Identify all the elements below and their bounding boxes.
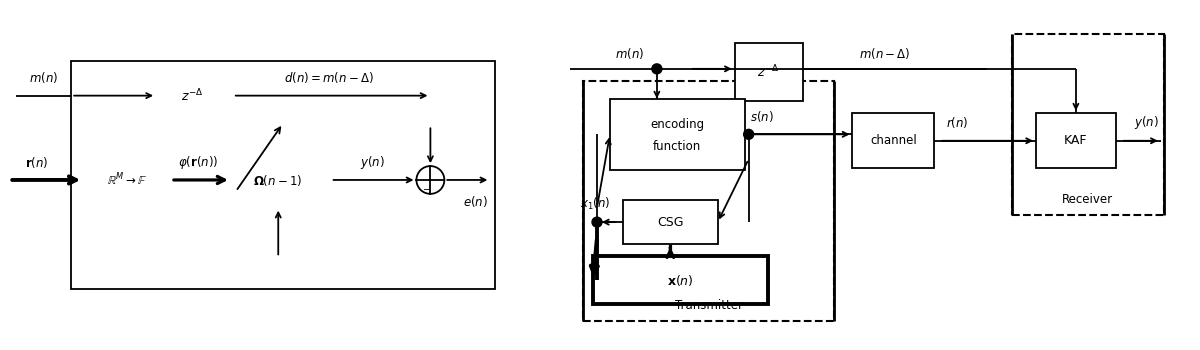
Bar [623,200,718,244]
Text: $m(n-\Delta)$: $m(n-\Delta)$ [858,47,910,62]
Bar [71,61,496,289]
Circle shape [592,217,602,227]
Bar [583,81,834,321]
Bar [1012,34,1164,215]
Text: $\mathbf{x}(n)$: $\mathbf{x}(n)$ [667,273,694,288]
Bar [610,99,745,170]
Bar [230,153,325,208]
Bar [852,113,935,168]
Text: $\mathbf{\Omega}(n-1)$: $\mathbf{\Omega}(n-1)$ [253,173,304,188]
Text: $s(n)$: $s(n)$ [750,109,774,124]
Bar [83,153,170,208]
Text: $-$: $-$ [421,183,431,193]
Text: encoding: encoding [650,118,704,131]
Text: $\mathbf{r}(n)$: $\mathbf{r}(n)$ [24,155,48,170]
Text: channel: channel [870,134,917,147]
Text: $y(n)$: $y(n)$ [360,154,385,170]
Text: $r(n)$: $r(n)$ [946,116,968,131]
Text: $y(n)$: $y(n)$ [1134,114,1159,131]
Bar [593,256,768,304]
Text: Receiver: Receiver [1062,193,1114,206]
Text: $z^{-\Delta}$: $z^{-\Delta}$ [181,88,203,104]
Text: $z^{-\Delta}$: $z^{-\Delta}$ [757,64,780,80]
Circle shape [652,64,662,74]
Text: $\varphi(\mathbf{r}(n))$: $\varphi(\mathbf{r}(n))$ [178,154,218,170]
Text: CSG: CSG [658,216,684,229]
Text: $x_1(n)$: $x_1(n)$ [581,196,611,212]
Text: $e(n)$: $e(n)$ [463,194,487,209]
Text: $\mathbb{R}^M{\to}\mathbb{F}$: $\mathbb{R}^M{\to}\mathbb{F}$ [107,172,148,189]
Text: KAF: KAF [1064,134,1087,147]
Text: $d(n) = m(n-\Delta)$: $d(n) = m(n-\Delta)$ [283,70,373,85]
Bar [1036,113,1116,168]
Circle shape [744,130,754,139]
Text: $m(n)$: $m(n)$ [616,47,644,62]
Text: function: function [653,140,702,153]
Text: $m(n)$: $m(n)$ [29,70,58,85]
Bar [734,43,803,100]
Bar [156,66,228,125]
Text: Transmitter: Transmitter [674,300,743,313]
